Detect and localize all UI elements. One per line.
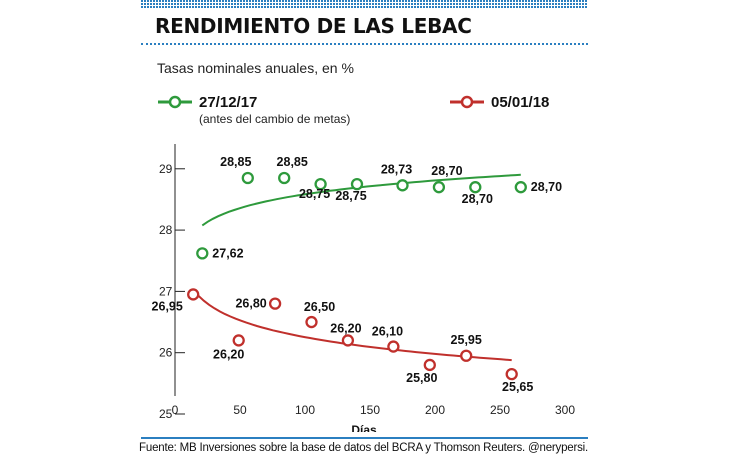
data-point-series-1 (514, 181, 527, 194)
data-point-series-2 (460, 349, 473, 362)
data-point-series-1 (196, 247, 209, 260)
data-label-series-1: 28,70 (462, 192, 493, 206)
data-label-series-2: 25,65 (502, 380, 533, 394)
data-point-series-1 (241, 171, 254, 185)
y-tick-label: 27 (159, 284, 173, 298)
data-point-series-2 (232, 334, 245, 347)
legend-label-series-2: 05/01/18 (491, 93, 550, 111)
x-tick-label: 0 (172, 403, 179, 417)
data-point-series-2 (505, 368, 518, 381)
legend-item-series-1: 27/12/17 (157, 92, 257, 112)
legend-note-series-1: (antes del cambio de metas) (199, 112, 351, 126)
data-point-series-2 (341, 334, 355, 347)
data-point-series-2 (268, 297, 282, 310)
data-point-series-1 (469, 181, 482, 194)
data-label-series-1: 28,75 (335, 189, 366, 203)
data-point-series-1 (432, 181, 446, 194)
data-label-series-1: 27,62 (212, 246, 243, 260)
source-note: Fuente: MB Inversiones sobre la base de … (139, 442, 588, 454)
data-label-series-1: 28,70 (431, 164, 462, 178)
footer-divider (141, 437, 588, 439)
title-divider (141, 43, 588, 45)
legend-item-series-2: 05/01/18 (449, 92, 549, 112)
x-tick-label: 250 (490, 403, 510, 417)
x-tick-label: 100 (295, 403, 315, 417)
data-label-series-2: 26,95 (152, 299, 183, 313)
data-point-series-1 (278, 171, 291, 185)
data-label-series-2: 26,10 (372, 325, 403, 339)
chart-subtitle: Tasas nominales anuales, en % (157, 60, 354, 76)
y-tick-label: 25 (159, 407, 173, 421)
infographic-panel: RENDIMIENTO DE LAS LEBAC Tasas nominales… (139, 0, 588, 460)
data-label-series-1: 28,85 (220, 155, 251, 169)
data-label-series-2: 26,50 (304, 300, 335, 314)
legend-label-series-1: 27/12/17 (199, 93, 258, 111)
data-label-series-1: 28,73 (381, 162, 412, 176)
data-label-series-2: 25,80 (406, 371, 437, 385)
data-label-series-1: 28,85 (277, 155, 308, 169)
legend-marker-green-icon (158, 95, 192, 109)
x-tick-label: 50 (233, 403, 247, 417)
x-tick-label: 150 (360, 403, 380, 417)
trend-line-series-2 (192, 288, 512, 362)
scatter-plot: 25 26 27 28 29 0 50 100 150 200 250 300 Días 27,62 28,… (152, 144, 575, 432)
x-tick-label: 300 (555, 403, 575, 417)
data-label-series-2: 26,20 (213, 347, 244, 361)
data-label-series-2: 25,95 (451, 333, 482, 347)
y-tick-label: 29 (159, 162, 173, 176)
x-tick-label: 200 (425, 403, 445, 417)
data-label-series-1: 28,75 (299, 187, 330, 201)
data-point-series-2 (387, 340, 400, 353)
data-point-series-2 (305, 315, 318, 329)
data-point-series-2 (187, 288, 200, 301)
data-point-series-1 (350, 177, 364, 191)
data-label-series-1: 28,70 (531, 180, 562, 194)
data-label-series-2: 26,80 (235, 297, 266, 311)
y-tick-label: 28 (159, 223, 173, 237)
data-point-series-2 (423, 358, 436, 372)
data-label-series-2: 26,20 (330, 321, 361, 335)
legend-marker-red-icon (450, 95, 484, 109)
data-point-series-1 (396, 179, 409, 192)
y-tick-label: 26 (159, 346, 173, 360)
data-point-series-1 (314, 177, 327, 191)
x-axis-title: Días (351, 423, 377, 432)
top-dotted-bar (141, 0, 588, 9)
chart-title: RENDIMIENTO DE LAS LEBAC (155, 14, 472, 38)
